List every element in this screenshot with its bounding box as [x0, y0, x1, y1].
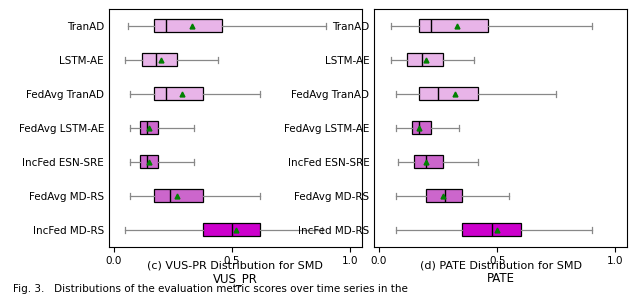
PathPatch shape	[419, 19, 488, 32]
PathPatch shape	[415, 155, 443, 168]
PathPatch shape	[154, 19, 222, 32]
PathPatch shape	[142, 53, 177, 66]
PathPatch shape	[419, 87, 478, 100]
Text: (d) PATE Distribution for SMD: (d) PATE Distribution for SMD	[420, 260, 582, 270]
PathPatch shape	[140, 155, 159, 168]
PathPatch shape	[204, 223, 260, 236]
PathPatch shape	[426, 189, 462, 202]
Text: (c) VUS-PR Distribution for SMD: (c) VUS-PR Distribution for SMD	[147, 260, 323, 270]
Text: Fig. 3.   Distributions of the evaluation metric scores over time series in the: Fig. 3. Distributions of the evaluation …	[13, 284, 408, 294]
PathPatch shape	[140, 121, 159, 134]
PathPatch shape	[154, 189, 204, 202]
PathPatch shape	[408, 53, 443, 66]
X-axis label: PATE: PATE	[487, 272, 515, 285]
PathPatch shape	[462, 223, 521, 236]
PathPatch shape	[154, 87, 204, 100]
X-axis label: VUS_PR: VUS_PR	[213, 272, 258, 285]
PathPatch shape	[412, 121, 431, 134]
